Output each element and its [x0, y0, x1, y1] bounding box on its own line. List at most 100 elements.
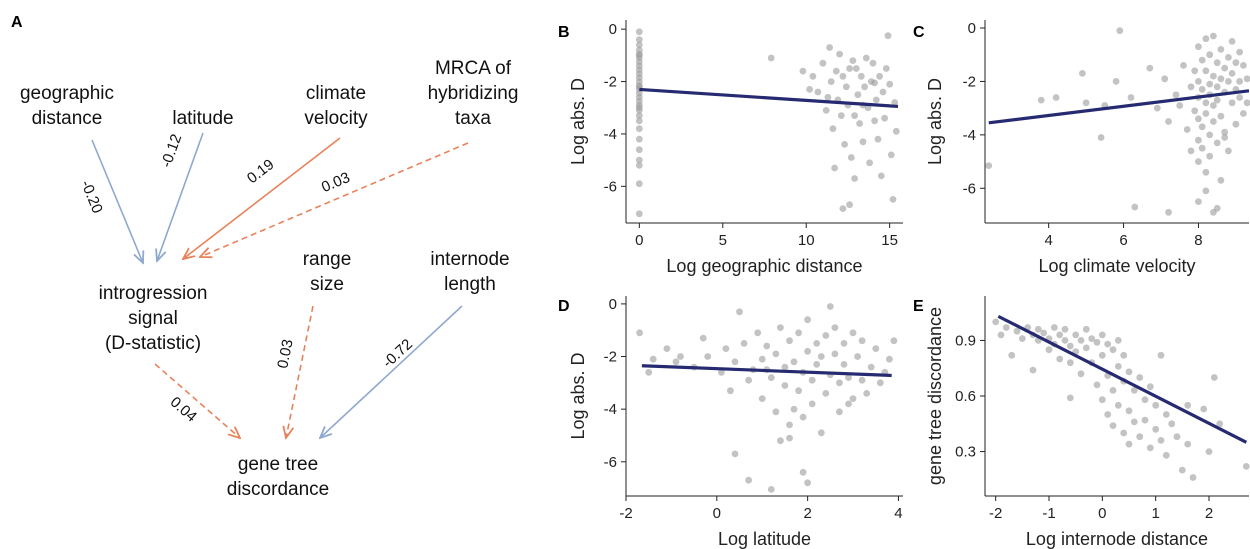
data-point [758, 355, 766, 363]
edge-lat-to-intro [157, 132, 204, 261]
data-point [1152, 425, 1160, 433]
x-tick-label: 2 [803, 505, 811, 522]
y-tick-label: 0.6 [955, 388, 976, 405]
data-point [1165, 118, 1172, 125]
data-point [1243, 99, 1250, 107]
data-point [804, 316, 811, 324]
data-point [1198, 56, 1206, 64]
data-point [1061, 325, 1069, 333]
data-point [758, 395, 766, 402]
node-intro: introgression signal (D-statistic) [99, 283, 208, 354]
data-point [795, 387, 802, 395]
data-point [1109, 422, 1117, 429]
data-point [786, 434, 793, 442]
data-point [808, 400, 816, 408]
data-point [1187, 83, 1195, 91]
data-point [635, 41, 643, 49]
x-tick-label: 4 [894, 505, 902, 522]
data-point [881, 114, 888, 122]
x-tick-label: 0 [713, 505, 721, 522]
data-point [992, 318, 1000, 326]
data-point [1141, 396, 1149, 404]
edge-range-to-gtd [286, 305, 314, 438]
data-point [1104, 411, 1112, 418]
y-tick-label: -6 [604, 178, 617, 195]
data-point [858, 376, 866, 384]
data-point [1195, 198, 1202, 206]
data-point [1050, 324, 1058, 331]
diagram-nodes: geographic distance latitude climate velocit… [20, 58, 518, 500]
data-point [1157, 351, 1165, 359]
data-point [1165, 208, 1172, 216]
y-axis-title: gene tree discordance [925, 307, 945, 485]
data-point [817, 353, 825, 360]
data-point [804, 479, 811, 487]
data-point [877, 172, 885, 180]
data-point [891, 99, 899, 106]
node-mrca-line: taxa [455, 108, 491, 129]
data-point [889, 196, 897, 203]
panel-label-a: A [11, 14, 23, 31]
data-point [731, 358, 739, 366]
data-point [1184, 401, 1192, 409]
data-point [1066, 359, 1074, 367]
y-tick-label: 0 [609, 296, 617, 313]
x-axis-title: Log latitude [718, 529, 811, 549]
data-point [635, 156, 643, 164]
data-point [1216, 420, 1224, 428]
data-point [876, 379, 884, 387]
node-range-line: size [310, 274, 344, 295]
data-point [1217, 75, 1225, 83]
data-point [858, 337, 866, 345]
data-point [1066, 394, 1074, 402]
data-point [867, 363, 875, 371]
data-point [767, 374, 775, 381]
data-point [799, 67, 807, 75]
data-point [849, 395, 857, 402]
data-point [1088, 335, 1096, 342]
data-point [1195, 43, 1202, 51]
data-point [1240, 62, 1247, 69]
node-intro-line: introgression [99, 283, 208, 304]
data-point [852, 65, 860, 72]
edge-coefficient-clim-intro: 0.19 [244, 156, 278, 187]
data-point [817, 429, 825, 437]
data-point [872, 96, 880, 104]
node-mrca: MRCA of hybridizing taxa [428, 58, 519, 129]
data-point [851, 175, 858, 182]
data-point [997, 331, 1005, 339]
data-point [824, 93, 832, 101]
data-point [1136, 433, 1144, 441]
data-point [1210, 102, 1217, 109]
data-point [799, 468, 807, 476]
data-point [1112, 78, 1120, 85]
data-point [1040, 329, 1048, 337]
edge-coefficient-range-gtd: 0.03 [274, 338, 297, 370]
data-point [871, 79, 878, 87]
data-point [1217, 46, 1225, 53]
data-point [1202, 67, 1210, 75]
data-point [1130, 418, 1138, 426]
y-axis-title: Log abs. D [568, 352, 588, 439]
data-point [1202, 110, 1210, 117]
data-point [872, 345, 880, 352]
data-point [1114, 401, 1122, 409]
edge-coefficient-lat-intro: -0.12 [158, 132, 186, 170]
x-axis-title: Log climate velocity [1038, 256, 1195, 276]
data-point [857, 72, 865, 80]
data-point [745, 376, 752, 384]
data-point [635, 36, 643, 43]
data-point [1161, 75, 1169, 83]
y-tick-label: 0.9 [955, 332, 976, 349]
data-point [836, 408, 843, 416]
scatter-panel-e: E -2 -1 0 1 2 0.9 0.6 0.3 Log internode distance g… [913, 296, 1250, 549]
data-point [767, 486, 775, 493]
data-point [1098, 331, 1106, 339]
data-point [1162, 411, 1170, 418]
data-point [1082, 325, 1090, 333]
data-point [672, 358, 680, 366]
data-point [1109, 346, 1117, 354]
scatter-panel-b: B 0 5 10 15 0 -2 -4 -6 Log geographic distance Log… [558, 20, 903, 276]
data-point [1228, 38, 1236, 45]
data-point [635, 112, 643, 119]
